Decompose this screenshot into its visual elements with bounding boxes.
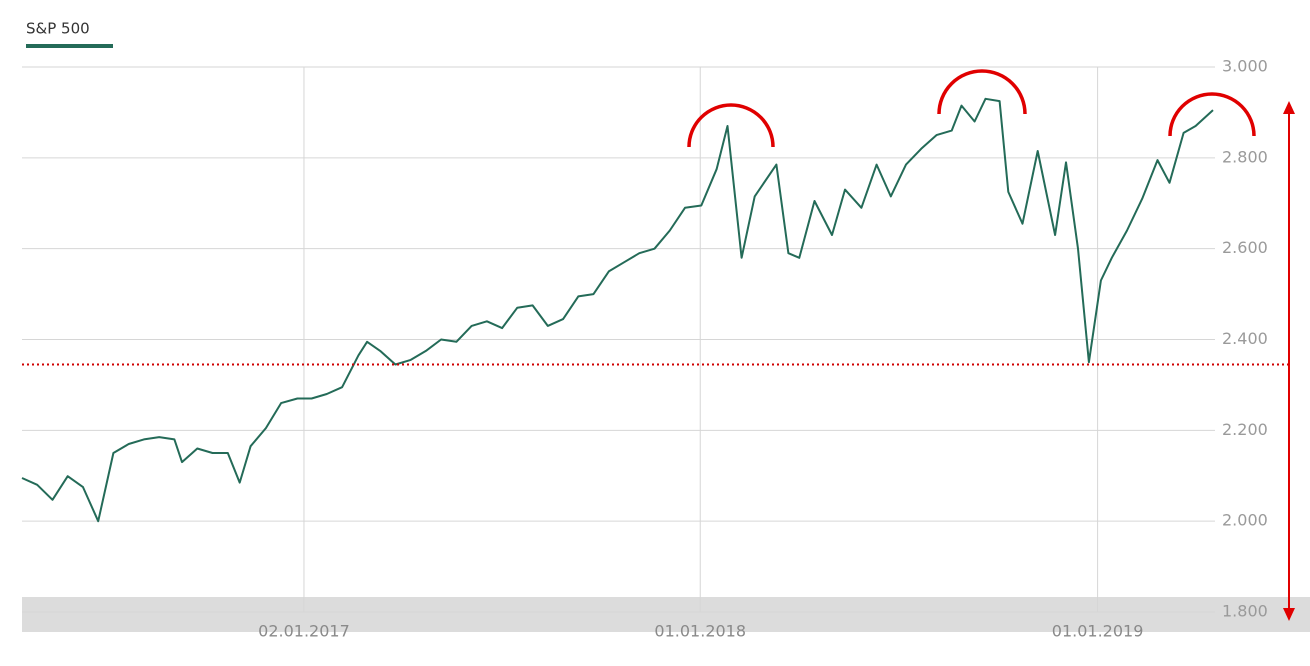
- arrow-head: [1283, 608, 1295, 621]
- annotation-arc: [937, 69, 1027, 115]
- y-tick-label: 2.400: [1222, 329, 1268, 348]
- axis-band: [22, 597, 1310, 632]
- legend-swatch: [26, 44, 113, 48]
- line-series: [21, 97, 1214, 523]
- y-tick-label: 2.800: [1222, 147, 1268, 166]
- arrow-head: [1283, 101, 1295, 114]
- y-tick-label: 3.000: [1222, 57, 1268, 76]
- annotation-arc: [687, 103, 775, 148]
- y-tick-label: 2.600: [1222, 238, 1268, 257]
- legend-label: S&P 500: [26, 20, 90, 38]
- grid: [22, 66, 1215, 613]
- annotation-arc: [1168, 92, 1256, 137]
- y-tick-label: 2.000: [1222, 511, 1268, 530]
- x-tick-label: 01.01.2018: [654, 622, 746, 641]
- x-tick-label: 01.01.2019: [1052, 622, 1144, 641]
- y-tick-label: 2.200: [1222, 420, 1268, 439]
- y-tick-label: 1.800: [1222, 602, 1268, 621]
- x-tick-label: 02.01.2017: [258, 622, 350, 641]
